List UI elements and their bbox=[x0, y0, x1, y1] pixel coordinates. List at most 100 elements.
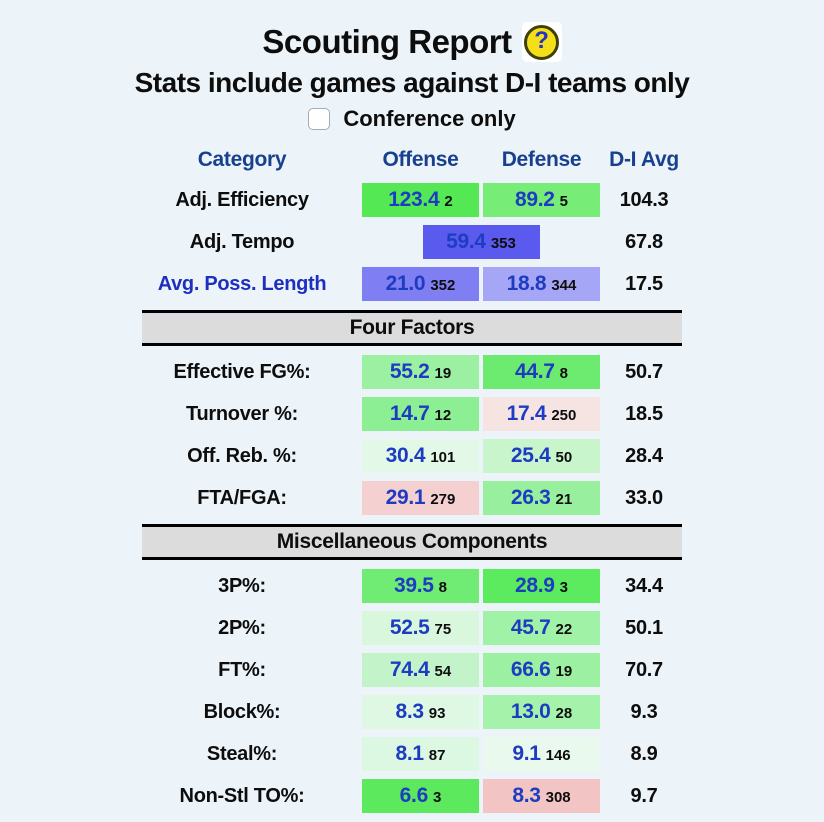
avg-value: 70.7 bbox=[625, 658, 663, 681]
table-row: FT%: 74.4 54 66.6 19 70.7 bbox=[142, 649, 682, 691]
stat-rank: 22 bbox=[555, 621, 573, 638]
stat-rank: 3 bbox=[432, 789, 442, 806]
stat-value: 59.4 bbox=[446, 230, 486, 253]
stat-rank: 21 bbox=[555, 491, 573, 508]
avg-value: 28.4 bbox=[625, 444, 663, 467]
avg-value: 33.0 bbox=[625, 486, 663, 509]
avg-value: 9.3 bbox=[630, 700, 658, 723]
table-row: 3P%: 39.5 8 28.9 3 34.4 bbox=[142, 565, 682, 607]
offense-cell: 8.1 87 bbox=[362, 737, 479, 771]
avg-value: 34.4 bbox=[625, 574, 663, 597]
defense-cell: 17.4 250 bbox=[483, 397, 600, 431]
row-label: Block%: bbox=[203, 700, 281, 723]
table-row: Adj. Tempo 59.4 353 67.8 bbox=[142, 221, 682, 263]
defense-cell: 45.7 22 bbox=[483, 611, 600, 645]
row-label: FT%: bbox=[218, 658, 266, 681]
avg-value: 104.3 bbox=[619, 188, 669, 211]
stat-rank: 250 bbox=[551, 407, 577, 424]
column-header-category: Category bbox=[197, 148, 287, 171]
combined-cell: 59.4 353 bbox=[422, 225, 540, 259]
row-label: Non-Stl TO%: bbox=[179, 784, 305, 807]
defense-cell: 66.6 19 bbox=[483, 653, 600, 687]
stat-rank: 5 bbox=[559, 193, 569, 210]
stat-value: 14.7 bbox=[389, 402, 430, 425]
stat-value: 52.5 bbox=[389, 616, 430, 639]
help-icon[interactable]: ? bbox=[521, 22, 562, 62]
offense-cell: 39.5 8 bbox=[362, 569, 479, 603]
stat-value: 25.4 bbox=[510, 444, 551, 467]
page-subtitle: Stats include games against D-I teams on… bbox=[134, 67, 690, 98]
row-label: 2P%: bbox=[218, 616, 266, 639]
row-label: Adj. Tempo bbox=[189, 230, 295, 253]
stat-rank: 54 bbox=[434, 663, 452, 680]
section-header: Miscellaneous Components bbox=[142, 524, 682, 560]
stat-value: 29.1 bbox=[385, 486, 426, 509]
stat-rank: 75 bbox=[434, 621, 452, 638]
avg-value: 9.7 bbox=[630, 784, 658, 807]
combined-cell-wrap: 59.4 353 bbox=[362, 225, 600, 259]
table-row: Steal%: 8.1 87 9.1 146 8.9 bbox=[142, 733, 682, 775]
stat-rank: 8 bbox=[438, 579, 448, 596]
stat-value: 8.1 bbox=[395, 742, 425, 765]
offense-cell: 52.5 75 bbox=[362, 611, 479, 645]
stat-rank: 93 bbox=[428, 705, 446, 722]
row-label: Adj. Efficiency bbox=[175, 188, 309, 211]
scouting-table: Category Offense Defense D-I Avg Adj. Ef… bbox=[142, 141, 682, 817]
row-label[interactable]: Avg. Poss. Length bbox=[157, 272, 327, 295]
stat-value: 39.5 bbox=[393, 574, 434, 597]
row-label: 3P%: bbox=[218, 574, 266, 597]
page-title: Scouting Report bbox=[262, 23, 512, 60]
offense-cell: 123.4 2 bbox=[362, 183, 479, 217]
stat-value: 66.6 bbox=[510, 658, 551, 681]
stat-rank: 12 bbox=[434, 407, 452, 424]
avg-value: 67.8 bbox=[625, 230, 663, 253]
table-row: Adj. Efficiency 123.4 2 89.2 5 104.3 bbox=[142, 179, 682, 221]
stat-rank: 50 bbox=[555, 449, 573, 466]
conference-only-row: Conference only bbox=[0, 105, 824, 133]
stat-value: 89.2 bbox=[514, 188, 555, 211]
row-label: Turnover %: bbox=[186, 402, 298, 425]
stat-value: 74.4 bbox=[389, 658, 430, 681]
stat-value: 55.2 bbox=[389, 360, 430, 383]
stat-rank: 8 bbox=[559, 365, 569, 382]
stat-value: 44.7 bbox=[514, 360, 555, 383]
stat-value: 21.0 bbox=[385, 272, 426, 295]
offense-cell: 6.6 3 bbox=[362, 779, 479, 813]
defense-cell: 8.3 308 bbox=[483, 779, 600, 813]
stat-value: 17.4 bbox=[506, 402, 547, 425]
stat-value: 9.1 bbox=[512, 742, 541, 765]
defense-cell: 13.0 28 bbox=[483, 695, 600, 729]
conference-only-checkbox[interactable] bbox=[308, 108, 331, 130]
stat-rank: 19 bbox=[434, 365, 452, 382]
stat-rank: 146 bbox=[545, 747, 571, 764]
stat-rank: 87 bbox=[428, 747, 446, 764]
table-row: Block%: 8.3 93 13.0 28 9.3 bbox=[142, 691, 682, 733]
stat-value: 18.8 bbox=[506, 272, 547, 295]
stat-value: 6.6 bbox=[399, 784, 429, 807]
offense-cell: 74.4 54 bbox=[362, 653, 479, 687]
avg-value: 50.7 bbox=[625, 360, 663, 383]
stat-value: 26.3 bbox=[510, 486, 551, 509]
avg-value: 8.9 bbox=[630, 742, 658, 765]
column-header-di-avg: D-I Avg bbox=[609, 148, 679, 171]
defense-cell: 18.8 344 bbox=[483, 267, 600, 301]
table-row: Non-Stl TO%: 6.6 3 8.3 308 9.7 bbox=[142, 775, 682, 817]
stat-rank: 3 bbox=[559, 579, 569, 596]
row-label: Effective FG%: bbox=[173, 360, 311, 383]
row-label: Steal%: bbox=[206, 742, 278, 765]
stat-rank: 353 bbox=[490, 235, 516, 252]
row-label: FTA/FGA: bbox=[197, 486, 287, 509]
offense-cell: 55.2 19 bbox=[362, 355, 479, 389]
stat-rank: 2 bbox=[444, 193, 453, 210]
avg-value: 17.5 bbox=[625, 272, 663, 295]
stat-value: 13.0 bbox=[510, 700, 551, 723]
table-body: Adj. Efficiency 123.4 2 89.2 5 104.3 Adj. Temp… bbox=[142, 179, 682, 817]
table-row: Avg. Poss. Length 21.0 352 18.8 344 17.5 bbox=[142, 263, 682, 305]
defense-cell: 9.1 146 bbox=[483, 737, 600, 771]
offense-cell: 21.0 352 bbox=[362, 267, 479, 301]
stat-rank: 344 bbox=[551, 277, 577, 294]
stat-rank: 279 bbox=[430, 491, 456, 508]
defense-cell: 44.7 8 bbox=[483, 355, 600, 389]
avg-value: 50.1 bbox=[625, 616, 663, 639]
defense-cell: 28.9 3 bbox=[483, 569, 600, 603]
